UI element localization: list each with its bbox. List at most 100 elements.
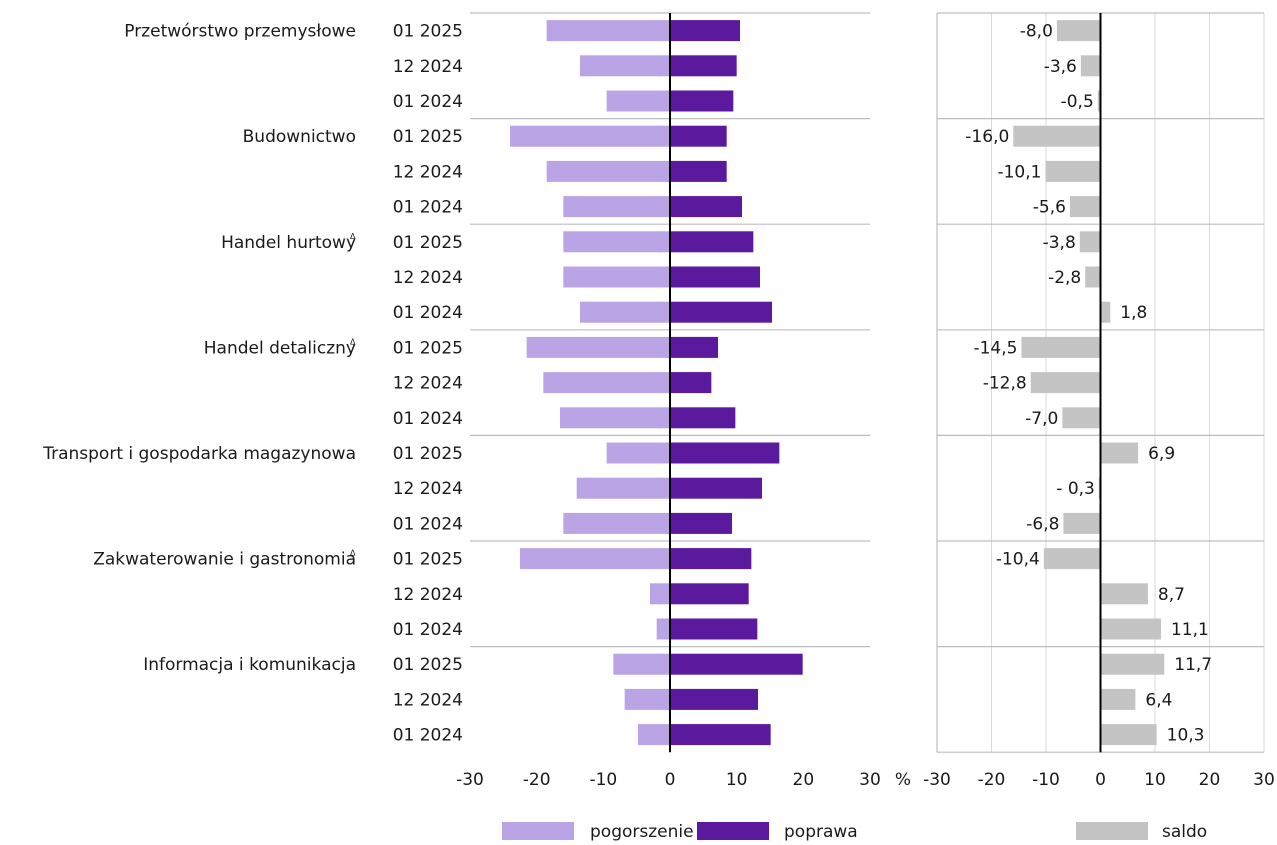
- period-label: 01 2024: [393, 514, 463, 534]
- sector-label: Zakwaterowanie i gastronomia: [93, 550, 356, 570]
- bar-saldo: [1085, 266, 1101, 288]
- saldo-label: -3,6: [1044, 57, 1077, 77]
- bar-pogorszenie: [656, 618, 670, 640]
- bar-poprawa: [670, 477, 762, 499]
- bar-poprawa: [670, 301, 772, 323]
- bar-pogorszenie: [606, 90, 670, 112]
- sector-label: Informacja i komunikacja: [143, 655, 356, 675]
- bar-saldo: [1100, 583, 1148, 605]
- bar-saldo: [1056, 20, 1101, 42]
- saldo-label: - 0,3: [1056, 479, 1095, 499]
- left-tick-label: 30: [859, 770, 881, 790]
- bar-poprawa: [670, 442, 780, 464]
- legend-swatch-poprawa: [697, 822, 769, 840]
- saldo-label: -7,0: [1025, 409, 1058, 429]
- bar-pogorszenie: [563, 512, 670, 534]
- bar-pogorszenie: [520, 548, 670, 570]
- left-tick-label: -10: [589, 770, 617, 790]
- period-label: 01 2024: [393, 409, 463, 429]
- saldo-label: -6,8: [1026, 514, 1059, 534]
- left-axis-unit: %: [895, 770, 911, 790]
- sector-label: Transport i gospodarka magazynowa: [42, 444, 356, 464]
- sector-marker: Δ: [350, 549, 356, 558]
- bar-pogorszenie: [613, 653, 670, 675]
- bar-poprawa: [670, 618, 758, 640]
- period-label: 01 2025: [393, 233, 463, 253]
- bar-pogorszenie: [576, 477, 670, 499]
- bar-poprawa: [670, 55, 737, 77]
- bar-saldo: [1100, 618, 1161, 640]
- saldo-label: -14,5: [973, 338, 1017, 358]
- saldo-label: -12,8: [983, 374, 1027, 394]
- left-tick-label: 0: [665, 770, 676, 790]
- bar-saldo: [1021, 336, 1101, 358]
- period-label: 12 2024: [393, 690, 463, 710]
- bar-pogorszenie: [510, 125, 670, 147]
- period-label: 01 2025: [393, 550, 463, 570]
- right-tick-label: -30: [923, 770, 951, 790]
- saldo-label: 11,7: [1174, 655, 1212, 675]
- bar-pogorszenie: [638, 724, 670, 746]
- period-label: 01 2024: [393, 620, 463, 640]
- saldo-label: 6,4: [1145, 690, 1172, 710]
- bar-saldo: [1100, 724, 1157, 746]
- bar-pogorszenie: [543, 372, 670, 394]
- sector-marker: Δ: [350, 232, 356, 241]
- period-label: 12 2024: [393, 268, 463, 288]
- bar-saldo: [1097, 90, 1101, 112]
- bar-saldo: [1069, 196, 1101, 218]
- bar-pogorszenie: [526, 336, 670, 358]
- left-tick-label: 10: [726, 770, 748, 790]
- saldo-label: 6,9: [1148, 444, 1175, 464]
- bar-pogorszenie: [563, 196, 670, 218]
- period-label: 01 2025: [393, 655, 463, 675]
- saldo-label: 11,1: [1171, 620, 1209, 640]
- saldo-label: -5,6: [1033, 198, 1066, 218]
- bar-pogorszenie: [580, 301, 670, 323]
- period-label: 01 2025: [393, 338, 463, 358]
- bar-pogorszenie: [560, 407, 670, 429]
- bar-poprawa: [670, 90, 734, 112]
- right-tick-label: 10: [1144, 770, 1166, 790]
- bar-poprawa: [670, 583, 749, 605]
- bar-saldo: [1013, 125, 1101, 147]
- saldo-label: -10,4: [996, 550, 1040, 570]
- bar-pogorszenie: [624, 688, 670, 710]
- saldo-label: -10,1: [997, 162, 1041, 182]
- bar-saldo: [1100, 688, 1136, 710]
- saldo-label: -2,8: [1048, 268, 1081, 288]
- legend-label-saldo: saldo: [1162, 822, 1207, 842]
- bar-saldo: [1043, 548, 1101, 570]
- period-label: 12 2024: [393, 585, 463, 605]
- bar-poprawa: [670, 372, 712, 394]
- bar-saldo: [1045, 160, 1101, 182]
- right-tick-label: 0: [1095, 770, 1106, 790]
- bar-poprawa: [670, 196, 742, 218]
- bar-saldo: [1100, 653, 1165, 675]
- bar-poprawa: [670, 160, 727, 182]
- legend-label-pogorszenie: pogorszenie: [590, 822, 694, 842]
- saldo-label: -8,0: [1020, 22, 1053, 42]
- bar-saldo: [1100, 442, 1139, 464]
- period-label: 01 2025: [393, 127, 463, 147]
- bar-saldo: [1062, 407, 1101, 429]
- sector-label: Handel hurtowy: [221, 233, 356, 253]
- bar-poprawa: [670, 266, 760, 288]
- bar-pogorszenie: [580, 55, 670, 77]
- period-label: 01 2024: [393, 726, 463, 746]
- saldo-label: -16,0: [965, 127, 1009, 147]
- sector-label: Handel detaliczny: [204, 338, 356, 358]
- sector-label: Przetwórstwo przemysłowe: [124, 22, 356, 42]
- right-tick-label: -10: [1032, 770, 1060, 790]
- bar-pogorszenie: [606, 442, 670, 464]
- bar-pogorszenie: [546, 20, 670, 42]
- legend-swatch-pogorszenie: [502, 822, 574, 840]
- period-label: 01 2024: [393, 303, 463, 323]
- legend: pogorszenie poprawa saldo: [502, 822, 1207, 842]
- bar-saldo: [1100, 301, 1111, 323]
- bar-saldo: [1030, 372, 1101, 394]
- period-label: 12 2024: [393, 374, 463, 394]
- period-label: 01 2024: [393, 198, 463, 218]
- period-label: 01 2024: [393, 92, 463, 112]
- bar-poprawa: [670, 125, 727, 147]
